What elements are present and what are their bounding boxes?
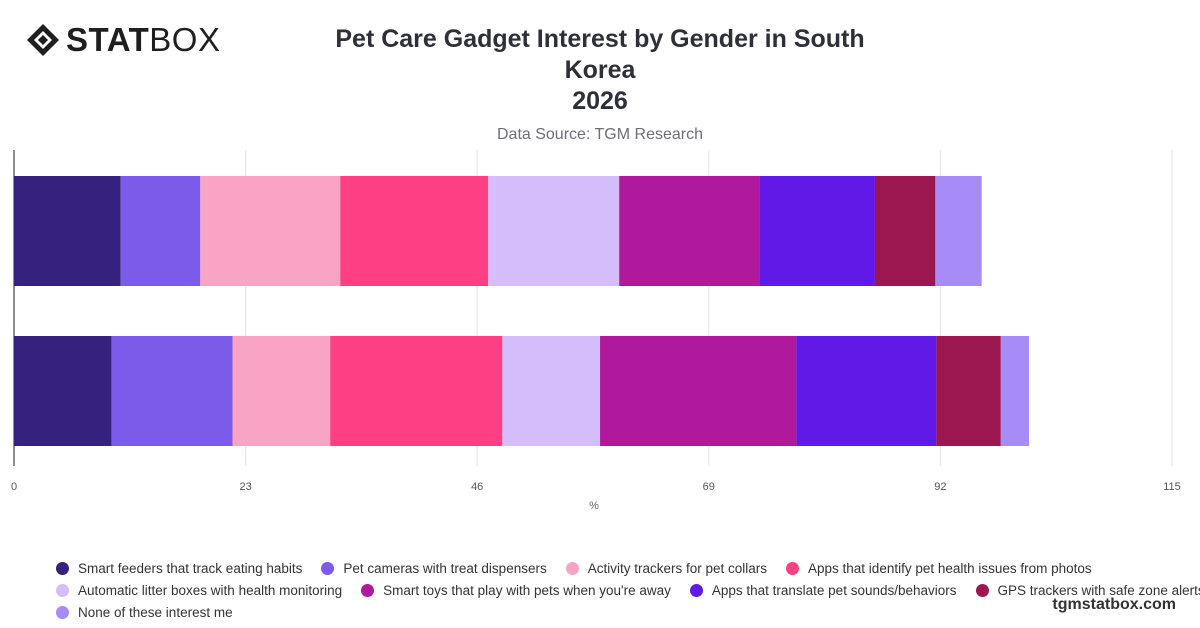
x-tick-label: 0 [11,481,17,493]
chart-title-line2: 2026 [572,87,628,115]
bar-segment-2-8[interactable] [936,336,1001,446]
chart-title-line1: Pet Care Gadget Interest by Gender in So… [335,25,865,84]
x-tick-label: 92 [934,481,946,493]
watermark: tgmstatbox.com [1052,596,1176,613]
chart-source: Data Source: TGM Research [496,126,703,143]
chart-legend: Smart feeders that track eating habits Pe… [56,557,1200,623]
x-tick-label: 69 [703,481,715,493]
logo-text-bold: STAT [66,21,150,58]
legend-swatch [321,561,335,575]
legend-row: Automatic litter boxes with health monit… [56,579,1200,601]
legend-swatch [975,583,989,597]
legend-label: Apps that translate pet sounds/behaviors [711,582,957,598]
legend-swatch [786,561,800,575]
legend-label: Pet cameras with treat dispensers [343,560,547,576]
bar-segments [14,176,1030,446]
legend-label: Smart feeders that track eating habits [78,560,303,576]
bar-segment-1-7[interactable] [759,176,875,286]
x-axis-ticks: 0 23 46 69 92 115 [11,481,1181,493]
legend-swatch [56,583,69,597]
bar-segment-1-4[interactable] [340,176,489,286]
bar-segment-2-9[interactable] [1000,336,1030,446]
stacked-bar-chart: 0 23 46 69 92 115 % [11,150,1181,512]
legend-item[interactable]: Automatic litter boxes with health monit… [56,583,342,598]
x-axis-label: % [589,500,599,512]
statbox-diamond-icon [27,24,59,56]
legend-label: Automatic litter boxes with health monit… [78,582,343,598]
bar-segment-1-8[interactable] [874,176,936,286]
bar-segment-1-6[interactable] [619,176,760,286]
legend-label: GPS trackers with safe zone alerts [997,582,1200,598]
bar-segment-1-5[interactable] [488,176,620,286]
bar-segment-2-2[interactable] [111,336,233,446]
bar-segment-2-6[interactable] [600,336,797,446]
legend-row: None of these interest me [56,601,1176,623]
legend-item[interactable]: Apps that identify pet health issues fro… [786,561,1092,576]
legend-item[interactable]: GPS trackers with safe zone alerts [975,582,1200,598]
x-tick-label: 115 [1163,481,1181,493]
legend-item[interactable]: Smart toys that play with pets when you'… [361,583,671,598]
legend-swatch [689,583,703,597]
bar-segment-2-4[interactable] [330,336,503,446]
legend-label: Activity trackers for pet collars [587,560,768,576]
legend-item[interactable]: Activity trackers for pet collars [565,560,768,576]
legend-swatch [361,583,375,597]
legend-swatch [56,605,69,619]
bar-segment-2-1[interactable] [14,336,112,446]
legend-item[interactable]: Apps that translate pet sounds/behaviors [689,582,957,598]
legend-item[interactable]: Pet cameras with treat dispensers [321,560,547,576]
statbox-logo: STATBOX [26,22,220,58]
bar-segment-2-5[interactable] [502,336,601,446]
logo-wordmark: STATBOX [66,22,220,58]
x-tick-label: 46 [471,481,483,493]
legend-label: Apps that identify pet health issues fro… [808,560,1092,576]
legend-swatch [565,561,579,575]
x-tick-label: 23 [239,481,251,493]
legend-swatch [56,561,69,575]
bar-segment-1-9[interactable] [935,176,982,286]
chart-title: Pet Care Gadget Interest by Gender in So… [300,24,900,117]
legend-row: Smart feeders that track eating habits Pe… [56,557,1176,579]
legend-item[interactable]: None of these interest me [56,605,233,620]
legend-label: None of these interest me [78,604,233,620]
bar-segment-2-7[interactable] [796,336,937,446]
bar-segment-2-3[interactable] [232,336,331,446]
bar-segment-1-3[interactable] [200,176,341,286]
legend-label: Smart toys that play with pets when you'… [383,582,671,598]
chart-header: Pet Care Gadget Interest by Gender in So… [300,24,900,145]
bar-segment-1-1[interactable] [14,176,121,286]
legend-item[interactable]: Smart feeders that track eating habits [56,561,302,576]
logo-text-light: BOX [149,21,221,58]
bar-segment-1-2[interactable] [120,176,201,286]
